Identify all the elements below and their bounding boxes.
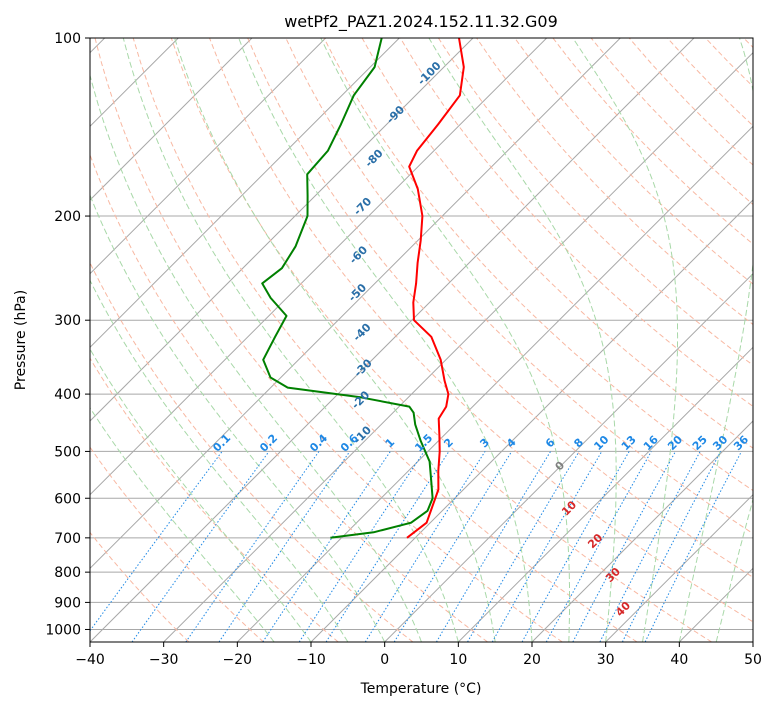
dry-adiabat-line (514, 38, 753, 285)
mixing-ratio-lines (90, 451, 742, 642)
mixing-ratio-line (435, 451, 552, 642)
moist-adiabat-line (428, 38, 617, 642)
mixing-ratio-line (644, 451, 742, 642)
y-tick-label: 100 (54, 31, 81, 47)
mixing-ratio-line (393, 451, 513, 642)
moist-adiabat-line (122, 38, 459, 642)
dry-adiabat-line (209, 38, 753, 623)
mixing-ratio-line (262, 451, 391, 642)
mixing-ratio-line (325, 451, 450, 642)
moist-adiabat-line (572, 38, 679, 642)
mixing-ratio-line (218, 451, 351, 642)
x-tick-label: −40 (75, 652, 105, 668)
temperature-profile (406, 38, 465, 539)
mixing-ratio-line (131, 451, 270, 642)
isotherm-line (90, 38, 400, 349)
moist-adiabat-line (90, 279, 349, 642)
moist-adiabat-line (90, 348, 312, 642)
mixing-ratio-line (621, 451, 722, 642)
isotherm-line (236, 125, 753, 642)
mixing-ratio-line (90, 451, 223, 632)
dewpoint-profile (261, 38, 434, 539)
y-axis-label: Pressure (hPa) (13, 290, 29, 390)
isotherm-line (605, 493, 753, 642)
isotherm-line (457, 346, 753, 642)
moist-adiabat-line (678, 38, 753, 642)
x-axis-ticks: −40 −30 −20 −10 0 10 20 30 40 50 (75, 642, 762, 668)
dry-adiabat-line (90, 446, 264, 642)
x-tick-label: 20 (523, 652, 541, 668)
dry-adiabat-line (247, 38, 753, 578)
moist-adiabat-line (238, 38, 533, 642)
mixing-ratio-line (599, 451, 701, 642)
dry-adiabat-line (90, 153, 488, 642)
y-tick-label: 400 (54, 387, 81, 403)
mixing-ratio-line (521, 451, 630, 642)
dry-adiabat-line (323, 38, 753, 492)
y-tick-label: 300 (54, 313, 81, 329)
isotherm-line (90, 38, 621, 570)
x-tick-label: −10 (296, 652, 326, 668)
x-tick-label: 50 (744, 652, 762, 668)
isotherm-line (90, 38, 253, 201)
dry-adiabat-line (90, 261, 414, 642)
y-tick-label: 500 (54, 444, 81, 460)
mixing-ratio-line (364, 451, 486, 642)
mixing-ratio-line (298, 451, 425, 642)
y-tick-label: 200 (54, 209, 81, 225)
dry-adiabats (90, 38, 753, 642)
x-tick-label: 10 (449, 652, 467, 668)
dry-adiabat-line (399, 38, 753, 408)
isotherm-line (384, 272, 753, 642)
isotherm-line (163, 51, 753, 642)
x-tick-label: 0 (380, 652, 389, 668)
isotherm-line (90, 38, 327, 275)
x-axis-label: Temperature (°C) (360, 681, 482, 697)
y-tick-label: 900 (54, 595, 81, 611)
x-tick-label: 30 (597, 652, 615, 668)
y-tick-label: 800 (54, 565, 81, 581)
y-tick-label: 700 (54, 531, 81, 547)
moist-adiabat-line (320, 38, 570, 642)
dry-adiabat-line (170, 38, 712, 642)
dry-adiabat-line (437, 38, 753, 366)
y-tick-label: 1000 (45, 622, 81, 638)
chart-title: wetPf2_PAZ1.2024.152.11.32.G09 (284, 12, 558, 32)
sounding-profiles (261, 38, 465, 539)
dry-adiabat-line (90, 531, 190, 642)
moist-adiabat-line (90, 406, 275, 642)
y-axis-ticks: 100 200 300 400 500 600 700 800 900 1000 (45, 31, 90, 638)
dry-adiabat-line (132, 38, 638, 642)
moist-adiabat-line (90, 73, 422, 642)
moist-adiabats (90, 38, 753, 642)
isotherm-line (90, 38, 548, 496)
moist-adiabat-line (174, 38, 496, 642)
x-tick-label: −20 (223, 652, 253, 668)
y-tick-label: 600 (54, 491, 81, 507)
dry-adiabat-line (94, 38, 563, 642)
mixing-ratio-line (185, 451, 320, 642)
mixing-ratio-line (545, 451, 652, 642)
mixing-ratio-line (572, 451, 676, 642)
plot-frame (89, 37, 754, 643)
isotherm-line (531, 420, 753, 642)
dry-adiabat-line (90, 357, 339, 642)
moist-adiabat-line (90, 193, 386, 642)
isotherm-line (90, 38, 474, 422)
x-tick-label: 40 (670, 652, 688, 668)
x-tick-label: −30 (149, 652, 179, 668)
